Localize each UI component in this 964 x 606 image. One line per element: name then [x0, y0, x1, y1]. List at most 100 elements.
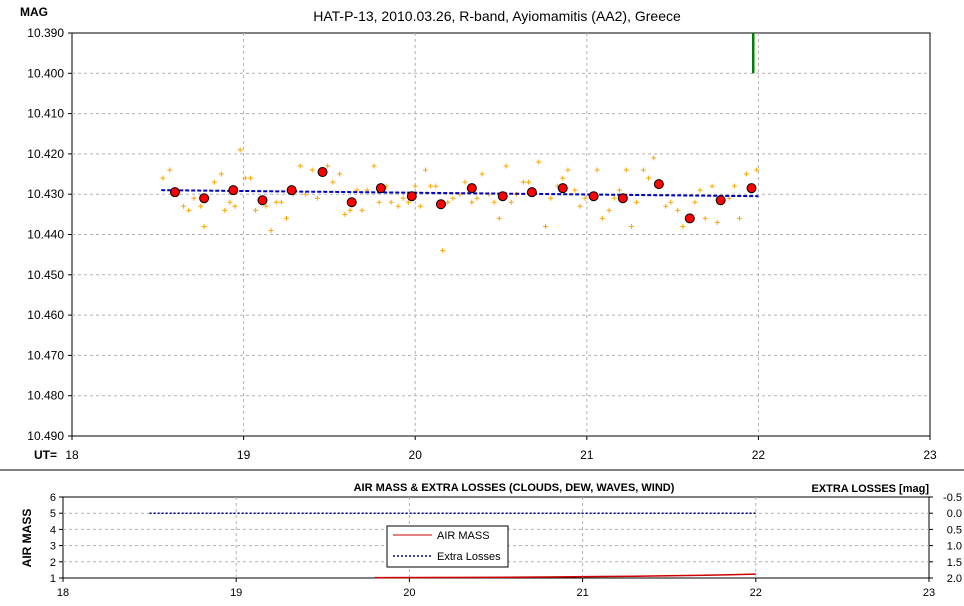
- binned-point: [375, 183, 386, 194]
- sub-x-tick-label: 19: [230, 587, 242, 599]
- raw-point: [433, 183, 439, 189]
- raw-point: [186, 207, 192, 213]
- main-y-tick-label: 10.410: [27, 107, 64, 121]
- sub-y2-tick-label: 2.0: [947, 573, 962, 585]
- binned-point: [497, 191, 508, 202]
- raw-point: [278, 199, 284, 205]
- raw-point: [582, 195, 588, 201]
- main-grid: [72, 33, 930, 436]
- raw-point: [623, 167, 629, 173]
- main-y-tick-label: 10.420: [27, 147, 64, 161]
- main-x-tick-label: 18: [65, 448, 79, 462]
- main-x-tick-label: 22: [752, 448, 766, 462]
- raw-point: [594, 167, 600, 173]
- main-x-tick-label: 20: [409, 448, 423, 462]
- raw-point: [709, 183, 715, 189]
- raw-point: [422, 167, 428, 173]
- raw-point: [400, 195, 406, 201]
- sub-legend: AIR MASS Extra Losses: [386, 525, 509, 568]
- raw-point: [297, 163, 303, 169]
- raw-point: [273, 199, 279, 205]
- raw-point: [702, 215, 708, 221]
- raw-point: [242, 175, 248, 181]
- main-x-axis-label: UT=: [34, 448, 57, 462]
- legend-box: [386, 525, 509, 568]
- main-y-axis-label: MAG: [20, 5, 48, 19]
- binned-point: [684, 213, 695, 224]
- sub-y2-tick-label: 0.5: [947, 524, 962, 536]
- raw-point: [232, 203, 238, 209]
- binned-point: [466, 183, 477, 194]
- raw-point: [263, 203, 269, 209]
- binned-point: [406, 191, 417, 202]
- raw-point: [572, 187, 578, 193]
- raw-point: [268, 227, 274, 233]
- binned-point: [617, 193, 628, 204]
- sub-x-tick-label: 21: [576, 587, 588, 599]
- raw-point: [160, 175, 166, 181]
- main-y-tick-label: 10.400: [27, 66, 64, 80]
- raw-point: [247, 175, 253, 181]
- raw-point: [754, 167, 760, 173]
- binned-point: [286, 185, 297, 196]
- raw-point: [737, 215, 743, 221]
- sub-left-axis-label: AIR MASS: [20, 509, 34, 568]
- raw-point: [668, 199, 674, 205]
- raw-point: [543, 223, 549, 229]
- binned-point: [199, 193, 210, 204]
- raw-point: [371, 163, 377, 169]
- raw-point: [284, 215, 289, 221]
- raw-point: [560, 175, 566, 181]
- binned-point: [257, 195, 268, 206]
- trend-line-path: [161, 189, 759, 198]
- binned-point: [317, 167, 328, 178]
- binned-observations: [169, 167, 757, 224]
- main-y-tick-label: 10.440: [27, 228, 64, 242]
- sub-chart-title: AIR MASS & EXTRA LOSSES (CLOUDS, DEW, WA…: [354, 482, 675, 494]
- raw-point: [503, 163, 509, 169]
- raw-point: [469, 199, 475, 205]
- main-y-tick-label: 10.430: [27, 187, 64, 201]
- sub-y2-tick-label: 1.0: [947, 541, 962, 553]
- main-y-tick-label: 10.480: [27, 389, 64, 403]
- main-x-tick-label: 21: [580, 448, 594, 462]
- binned-point: [588, 191, 599, 202]
- raw-point: [337, 171, 343, 177]
- raw-point: [342, 211, 348, 217]
- raw-point: [412, 183, 418, 189]
- raw-point: [536, 159, 542, 165]
- raw-point: [646, 175, 652, 181]
- main-y-tick-label: 10.460: [27, 308, 64, 322]
- raw-point: [731, 183, 737, 189]
- raw-point: [253, 207, 259, 213]
- raw-point: [634, 199, 640, 205]
- raw-point: [675, 207, 681, 213]
- raw-point: [450, 195, 456, 201]
- raw-point: [548, 195, 554, 201]
- main-y-tick-label: 10.390: [27, 26, 64, 40]
- binned-point: [653, 179, 664, 190]
- sub-x-tick-label: 20: [403, 587, 415, 599]
- air-mass-line: [374, 573, 756, 579]
- sub-series-lines: [149, 512, 756, 579]
- binned-point: [346, 197, 357, 208]
- legend-label-air-mass: AIR MASS: [437, 530, 490, 542]
- raw-point: [181, 203, 187, 209]
- trend-line: [161, 189, 759, 198]
- raw-point: [211, 179, 217, 185]
- raw-point: [428, 183, 434, 189]
- raw-point: [474, 195, 480, 201]
- raw-point: [227, 199, 233, 205]
- raw-point: [167, 167, 173, 173]
- binned-point: [169, 187, 180, 198]
- raw-point: [508, 199, 514, 205]
- raw-point: [376, 199, 382, 205]
- raw-point: [417, 203, 423, 209]
- raw-point: [347, 207, 353, 213]
- main-x-tick-label: 23: [923, 448, 937, 462]
- sub-x-tick-label: 22: [750, 587, 762, 599]
- raw-point: [628, 223, 634, 229]
- sub-y-tick-label: 5: [50, 508, 56, 520]
- raw-point: [191, 195, 197, 201]
